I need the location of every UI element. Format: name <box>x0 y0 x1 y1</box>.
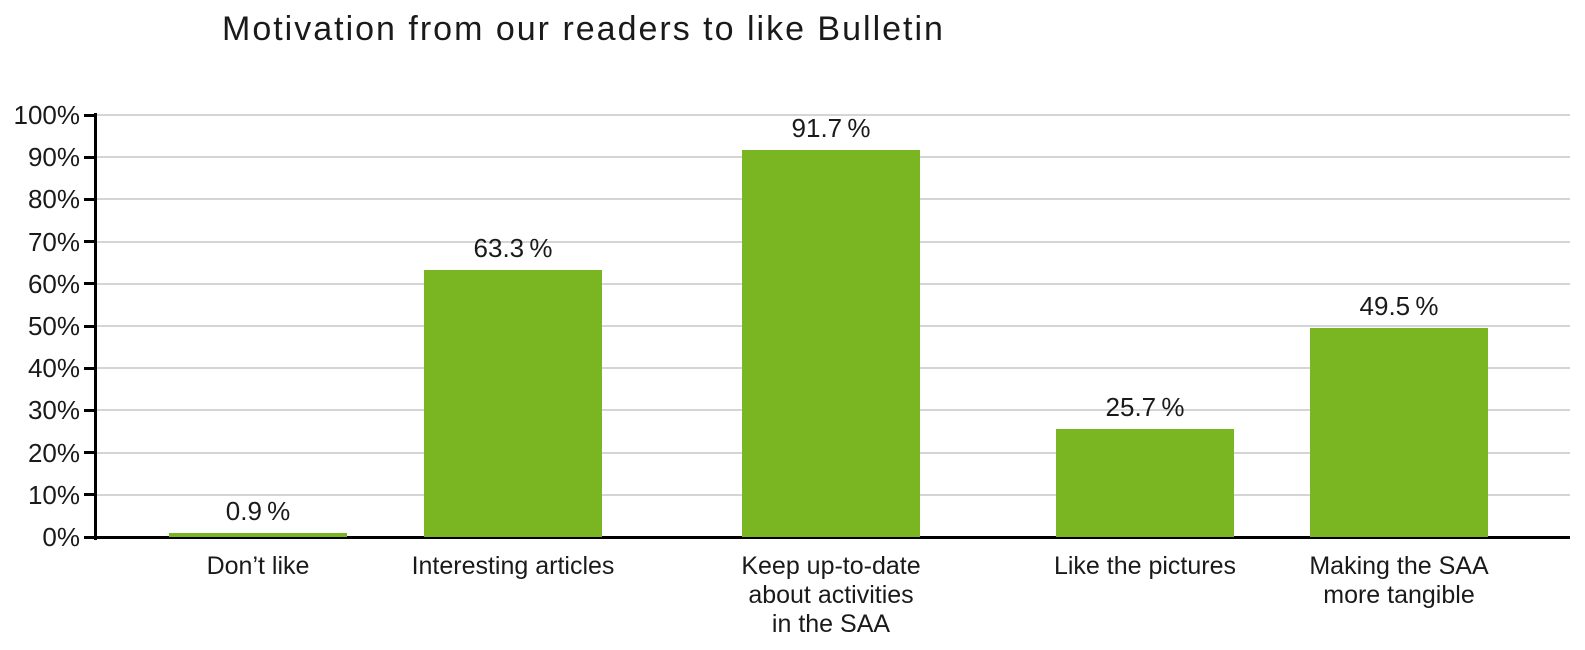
category-label-line: Keep up-to-date <box>741 552 921 580</box>
y-axis-tick-label: 80% <box>27 184 80 215</box>
y-axis-tick <box>84 197 97 201</box>
bar-value-label: 0.9 % <box>225 496 291 526</box>
bar-1 <box>169 533 347 537</box>
bar-3 <box>742 150 920 537</box>
y-axis-tick-label: 10% <box>27 479 80 510</box>
bar-value-label: 49.5 % <box>1359 291 1439 321</box>
category-label-line: in the SAA <box>771 610 891 638</box>
category-label-line: more tangible <box>1323 581 1475 609</box>
y-axis-tick <box>84 240 97 244</box>
y-axis-tick <box>84 366 97 370</box>
category-label: Don’t like <box>108 552 408 581</box>
y-axis-tick-label: 30% <box>27 395 80 426</box>
bar-value-label: 91.7 % <box>791 113 871 143</box>
y-axis-tick <box>84 408 97 412</box>
bar-value-label: 25.7 % <box>1105 392 1185 422</box>
category-label-line: about activities <box>748 581 914 609</box>
y-axis-tick <box>84 155 97 159</box>
category-label-line: Don’t like <box>206 552 310 580</box>
category-label: Like the pictures <box>995 552 1295 581</box>
category-label: Interesting articles <box>363 552 663 581</box>
x-axis-line <box>94 536 1570 539</box>
category-label-line: Interesting articles <box>411 552 615 580</box>
category-label: Making the SAA more tangible <box>1249 552 1549 610</box>
bar-2 <box>424 270 602 537</box>
category-label-line: Making the SAA <box>1309 552 1489 580</box>
bar-value-label: 63.3 % <box>473 233 553 263</box>
chart-title: Motivation from our readers to like Bull… <box>222 10 945 48</box>
y-axis-tick <box>84 282 97 286</box>
y-axis-tick-label: 70% <box>27 226 80 257</box>
bar-4 <box>1056 429 1234 537</box>
y-axis-tick <box>84 535 97 539</box>
y-axis-tick <box>84 451 97 455</box>
y-axis-tick-label: 20% <box>27 437 80 468</box>
category-label-line: Like the pictures <box>1053 552 1237 580</box>
y-gridline <box>97 114 1570 116</box>
category-label: Keep up-to-date about activities in the SA… <box>681 552 981 639</box>
y-axis-tick-label: 60% <box>27 268 80 299</box>
y-axis-tick-label: 0% <box>42 522 80 552</box>
bar-5 <box>1310 328 1488 537</box>
y-axis-tick-label: 90% <box>27 142 80 173</box>
y-axis-line <box>94 113 97 540</box>
y-axis-tick <box>84 113 97 117</box>
y-axis-tick-label: 50% <box>27 311 80 341</box>
y-axis-tick <box>84 493 97 497</box>
y-axis-tick <box>84 324 97 328</box>
y-axis-tick-label: 100% <box>13 100 81 130</box>
y-axis-tick-label: 40% <box>27 353 80 384</box>
